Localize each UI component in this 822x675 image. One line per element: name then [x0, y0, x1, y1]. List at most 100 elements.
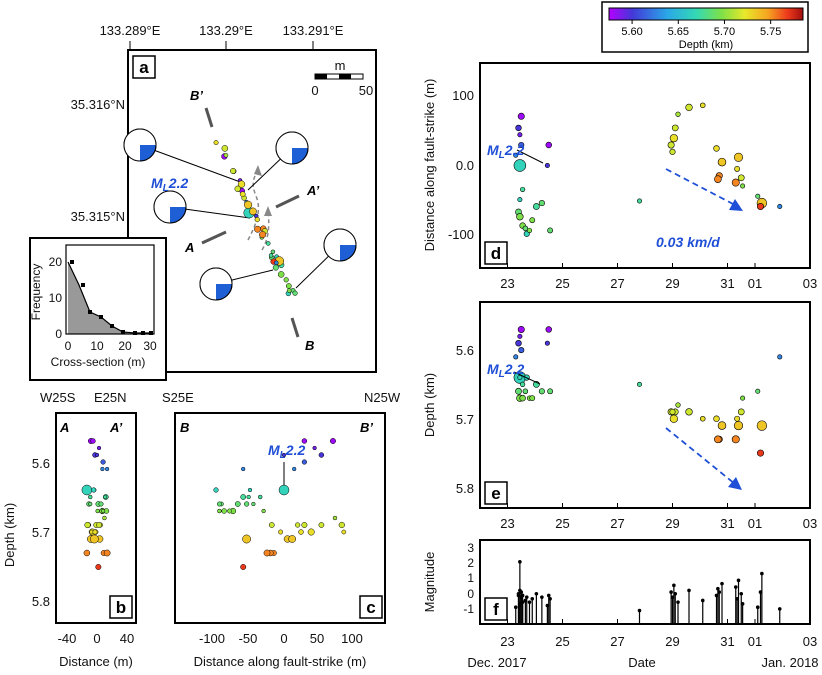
panel-a: 133.289°E 133.29°E 133.291°E 35.316°N 35…: [71, 23, 377, 373]
magnitude-head: [733, 585, 738, 589]
panel-c: S25E N25W B B’ -100 -50 0 50 100 Distanc…: [162, 390, 401, 669]
time-tick: 25: [555, 516, 569, 531]
b-ytick-5.8: 5.8: [32, 594, 50, 609]
event-dot-c: [278, 529, 284, 535]
event-dot-e: [713, 415, 720, 422]
event-dot-a: [285, 283, 292, 289]
time-tick: 03: [803, 516, 817, 531]
event-dot-c: [281, 452, 287, 458]
event-dot-b: [100, 459, 106, 465]
event-dot-e: [717, 421, 727, 430]
magnitude-head: [676, 600, 680, 604]
event-dot-a: [283, 277, 289, 283]
event-dot-e: [756, 420, 768, 431]
inset-ytick-20: 20: [49, 255, 63, 269]
event-dot-a: [268, 253, 274, 258]
event-dot-e: [714, 435, 722, 444]
time-tick: 01: [748, 276, 762, 291]
f-ytick-3: 3: [467, 541, 474, 555]
inset-xtick-20: 20: [118, 339, 132, 353]
event-dot-c: [268, 522, 275, 528]
event-dot-b: [103, 549, 111, 557]
event-dot-e: [755, 388, 761, 394]
event-dot-c: [247, 487, 253, 493]
event-dot-e: [669, 408, 676, 415]
event-dot-e: [529, 395, 536, 402]
event-dot-d: [699, 102, 706, 109]
colorbar: 5.60 5.65 5.70 5.75 Depth (km): [601, 1, 809, 53]
magnitude-head: [758, 590, 763, 594]
event-dot-b: [91, 487, 97, 493]
event-dot-d: [669, 134, 678, 143]
event-dot-e: [756, 449, 764, 457]
scale-tick-50: 50: [359, 83, 373, 98]
time-tick: 01: [748, 516, 762, 531]
time-tick: 31: [720, 634, 734, 649]
e-ytick-5.7: 5.7: [456, 412, 474, 427]
lon-tick-3: 133.291°E: [283, 23, 344, 38]
c-xtick-m50: -50: [239, 631, 258, 646]
time-tick: 27: [610, 516, 624, 531]
sec-A-prime: A’: [109, 420, 123, 435]
b-xlabel: Distance (m): [59, 654, 133, 669]
event-dot-d: [533, 203, 540, 210]
event-dot-c: [213, 487, 219, 493]
magnitude-head: [527, 600, 532, 604]
focal-mechanism-icon: [275, 131, 309, 165]
event-dot-b: [105, 466, 110, 472]
event-dot-c: [318, 522, 325, 528]
event-dot-d: [671, 124, 679, 132]
f-ylabel: Magnitude: [422, 552, 437, 613]
event-dot-c: [301, 522, 308, 528]
time-tick: 27: [610, 276, 624, 291]
event-dot-c: [246, 494, 251, 500]
magnitude-head: [520, 593, 525, 598]
magnitude-head: [518, 588, 522, 593]
magnitude-head: [524, 595, 529, 599]
event-dot-e: [538, 388, 545, 395]
time-tick: 23: [500, 516, 514, 531]
event-dot-d: [740, 183, 746, 189]
time-tick: 23: [500, 634, 514, 649]
d-ytick-m100: -100: [448, 227, 474, 242]
panel-letter-e: e: [491, 484, 500, 503]
time-tick: 25: [555, 634, 569, 649]
time-tick: 29: [665, 516, 679, 531]
focal-mechanism-icon: [123, 128, 157, 162]
mainshock-label-a: ML2.2: [151, 175, 188, 194]
event-dot-a: [292, 290, 298, 296]
event-dot-e: [547, 388, 554, 395]
mainshock-label-d: ML2.2: [487, 142, 524, 161]
event-dot-b: [94, 452, 100, 458]
event-dot-e: [669, 414, 678, 423]
event-dot-d: [714, 175, 722, 183]
panel-letter-d: d: [491, 244, 501, 263]
event-dot-c: [251, 501, 256, 507]
time-tick: 29: [665, 276, 679, 291]
event-dot-e: [733, 421, 744, 431]
time-xlabel: Date: [628, 655, 655, 670]
inset-xtick-10: 10: [90, 339, 104, 353]
event-dot-c: [301, 438, 308, 444]
b-ylabel: Depth (km): [2, 503, 17, 567]
f-ytick-m1: -1: [463, 602, 474, 616]
panel-letter-b: b: [116, 598, 126, 617]
time-tick: 27: [610, 634, 624, 649]
event-dot-b: [83, 549, 91, 557]
event-dot-a: [286, 288, 292, 293]
magnitude-head: [669, 590, 673, 594]
event-dot-e: [515, 387, 522, 395]
event-dot-c: [341, 529, 347, 535]
event-dot-b: [92, 529, 98, 535]
event-dot-d: [516, 213, 524, 221]
event-dot-a: [234, 185, 241, 192]
event-dot-d: [755, 193, 761, 199]
lon-tick-1: 133.289°E: [100, 23, 161, 38]
scale-unit: m: [335, 58, 346, 73]
magnitude-head: [720, 581, 724, 586]
label-A: A: [184, 240, 194, 255]
magnitude-head: [700, 598, 705, 603]
magnitude-head: [540, 595, 544, 599]
time-tick: 23: [500, 276, 514, 291]
